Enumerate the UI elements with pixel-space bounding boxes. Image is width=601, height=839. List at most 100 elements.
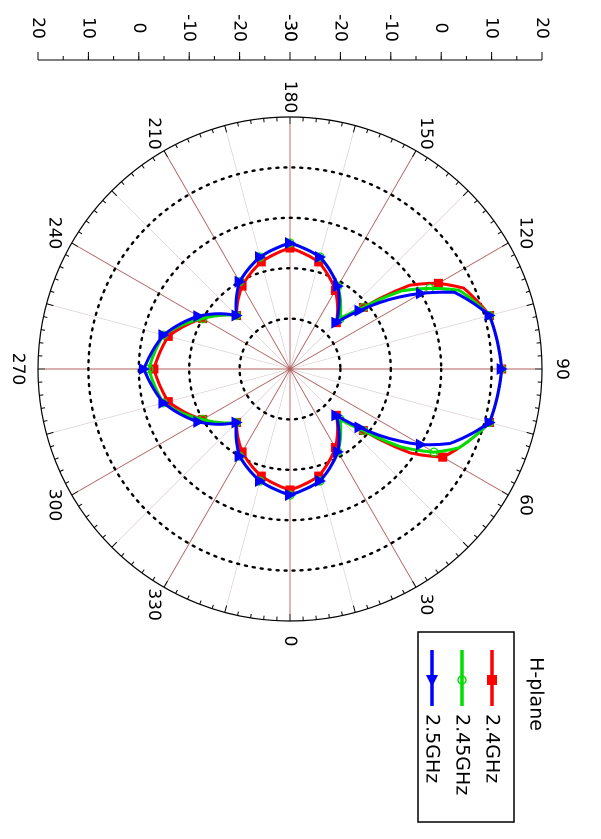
angle-tick [517, 470, 521, 472]
scale-tick-label: 10 [482, 17, 502, 39]
angle-tick [446, 173, 449, 176]
scale-tick-label: 0 [129, 23, 149, 34]
legend-label: 2.4GHz [482, 714, 504, 783]
angle-tick-label: 240 [44, 217, 64, 249]
angle-tick-label: 330 [144, 588, 164, 620]
angle-tick [342, 612, 343, 616]
angle-tick [474, 200, 477, 203]
angle-tick [55, 458, 59, 459]
angle-tick [353, 606, 355, 613]
angle-tick [491, 221, 494, 223]
angle-tick [65, 482, 69, 484]
angle-tick [456, 553, 459, 556]
angle-tick [329, 120, 330, 124]
angle-tick [463, 191, 468, 196]
data-marker [434, 279, 443, 288]
angle-tick [483, 210, 486, 213]
angle-tick [94, 210, 97, 213]
angle-tick [379, 601, 380, 605]
major-spoke [290, 151, 416, 369]
angle-tick [55, 279, 59, 280]
angle-tick [176, 590, 178, 594]
angle-tick [251, 120, 252, 124]
angle-tick [176, 144, 178, 148]
angle-tick [425, 158, 427, 161]
angle-tick [413, 581, 417, 587]
angle-tick-label: 150 [416, 117, 436, 149]
scale-tick-label: -20 [230, 14, 250, 42]
angle-tick [142, 570, 144, 573]
angle-tick [522, 458, 526, 459]
angle-tick [498, 504, 501, 506]
angle-tick [502, 243, 508, 247]
angle-tick [511, 255, 515, 257]
angle-tick [367, 129, 368, 133]
legend-label: 2.5GHz [422, 714, 444, 783]
angle-tick [474, 535, 477, 538]
angle-tick [44, 421, 48, 422]
angle-tick [44, 317, 48, 318]
polar-grid [38, 117, 542, 621]
angle-tick-label: 210 [144, 117, 164, 149]
data-marker [438, 453, 447, 462]
angle-tick [112, 191, 117, 196]
angle-tick [103, 535, 106, 538]
angle-tick [511, 482, 515, 484]
angle-tick [47, 304, 54, 306]
scale-tick-label: -20 [330, 14, 350, 42]
angle-tick [60, 267, 64, 269]
angle-tick [403, 144, 405, 148]
angle-tick [483, 525, 486, 528]
angle-tick [103, 200, 106, 203]
angle-tick-label: 60 [516, 494, 536, 516]
minor-spoke [112, 191, 290, 369]
angle-tick [533, 421, 537, 422]
angle-tick [391, 139, 393, 143]
angle-tick [188, 596, 190, 600]
angle-tick [131, 173, 134, 176]
angle-tick [535, 408, 539, 409]
angle-tick [188, 139, 190, 143]
angle-tick [526, 291, 530, 292]
angle-tick [413, 151, 417, 157]
major-spoke [290, 369, 416, 587]
legend-label: 2.45GHz [452, 714, 474, 795]
angle-tick [425, 577, 427, 580]
angle-tick [60, 470, 64, 472]
angle-tick [200, 601, 201, 605]
scale-tick-label: 20 [532, 17, 552, 39]
angle-tick [403, 590, 405, 594]
major-spoke [164, 151, 290, 369]
angle-tick [47, 432, 54, 434]
angle-tick [367, 605, 368, 609]
scale-tick-label: 10 [78, 17, 98, 39]
angle-tick [225, 606, 227, 613]
scale-tick-label: 0 [431, 23, 451, 34]
angle-tick [498, 232, 501, 234]
angle-tick [50, 291, 54, 292]
angle-tick-label: 120 [516, 217, 536, 249]
angle-tick-label: 0 [280, 636, 300, 647]
angle-tick [94, 525, 97, 528]
angle-tick [142, 165, 144, 168]
angle-tick [533, 317, 537, 318]
angle-tick [164, 151, 168, 157]
angle-tick [153, 577, 155, 580]
angle-tick [436, 165, 438, 168]
angle-tick [517, 267, 521, 269]
angle-tick [456, 182, 459, 185]
angle-tick [72, 492, 78, 496]
angle-tick [391, 596, 393, 600]
angle-tick [200, 134, 201, 138]
angle-tick [535, 330, 539, 331]
angle-tick [502, 492, 508, 496]
angle-tick-label: 270 [8, 353, 28, 385]
angle-tick [121, 553, 124, 556]
angle-tick [86, 221, 89, 223]
angle-tick [491, 515, 494, 517]
angle-tick [86, 515, 89, 517]
angle-tick-label: 180 [280, 81, 300, 113]
angle-tick [112, 542, 117, 547]
